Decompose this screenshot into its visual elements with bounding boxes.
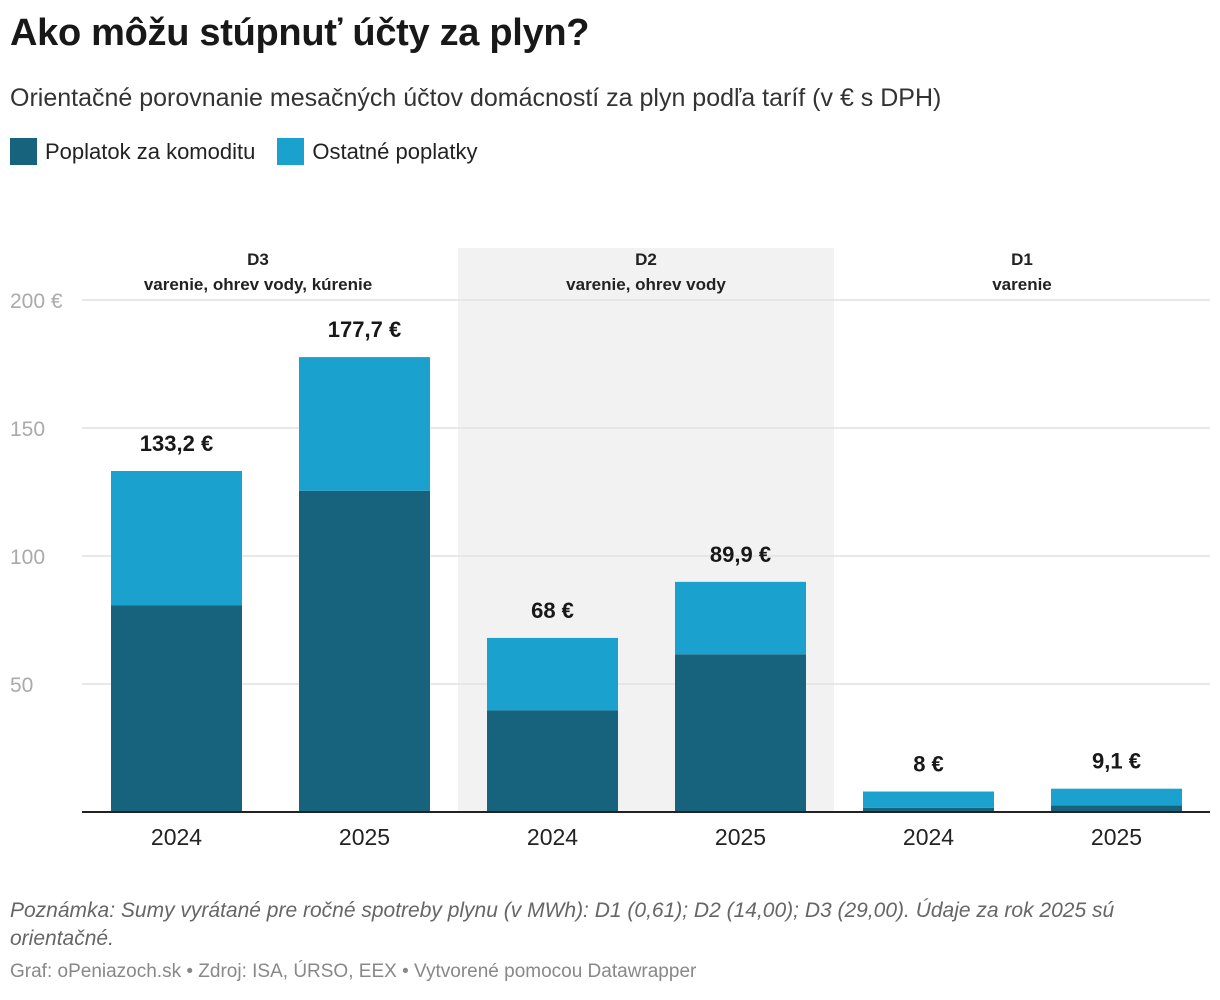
bar-other-fees-d1-2025 [1051, 788, 1182, 806]
x-tick-label-d2-2024: 2024 [527, 824, 578, 850]
x-tick-label-d1-2024: 2024 [903, 824, 954, 850]
legend: Poplatok za komoditu Ostatné poplatky [10, 138, 499, 165]
bar-commodity-d2-2024 [487, 710, 618, 812]
group-desc-d3: varenie, ohrev vody, kúrenie [144, 275, 372, 294]
group-label-d3: D3 [247, 250, 269, 269]
legend-item-other-fees: Ostatné poplatky [277, 138, 477, 165]
total-label-d2-2024: 68 € [531, 598, 574, 623]
y-tick-label: 50 [10, 674, 33, 697]
y-tick-label: 100 [10, 546, 45, 569]
group-desc-d1: varenie [992, 275, 1052, 294]
bar-commodity-d1-2025 [1051, 805, 1182, 812]
bar-commodity-d3-2025 [299, 490, 430, 812]
x-tick-label-d3-2024: 2024 [151, 824, 202, 850]
bar-other-fees-d2-2024 [487, 637, 618, 711]
total-label-d3-2024: 133,2 € [140, 431, 213, 456]
legend-label-other-fees: Ostatné poplatky [312, 138, 478, 164]
bar-other-fees-d2-2025 [675, 581, 806, 655]
group-label-d1: D1 [1011, 250, 1033, 269]
y-tick-label: 200 € [10, 290, 63, 313]
bar-other-fees-d3-2025 [299, 357, 430, 491]
total-label-d1-2024: 8 € [913, 752, 944, 777]
total-label-d1-2025: 9,1 € [1092, 749, 1141, 774]
stacked-bar-chart: 50 100 150 200 € D3 varenie, ohrev vody, kúre… [10, 248, 1210, 850]
chart-note: Poznámka: Sumy vyrátané pre ročné spotre… [10, 899, 1115, 950]
total-label-d2-2025: 89,9 € [710, 542, 771, 567]
bar-commodity-d2-2025 [675, 654, 806, 812]
bar-other-fees-d3-2024 [111, 471, 242, 606]
legend-item-commodity: Poplatok za komoditu [10, 138, 255, 165]
group-desc-d2: varenie, ohrev vody [566, 275, 726, 294]
x-tick-label-d1-2025: 2025 [1091, 824, 1142, 850]
legend-swatch-other-fees [277, 138, 305, 165]
y-tick-label: 150 [10, 418, 45, 441]
legend-swatch-commodity [10, 138, 37, 165]
legend-label-commodity: Poplatok za komoditu [45, 138, 256, 164]
chart-footer: Graf: oPeniazoch.sk • Zdroj: ISA, ÚRSO, … [10, 961, 697, 982]
chart-title: Ako môžu stúpnuť účty za plyn? [10, 12, 590, 54]
total-label-d3-2025: 177,7 € [328, 317, 401, 342]
x-tick-label-d2-2025: 2025 [715, 824, 766, 850]
group-label-d2: D2 [635, 250, 657, 269]
chart-subtitle: Orientačné porovnanie mesačných účtov do… [10, 84, 942, 112]
bar-commodity-d1-2024 [863, 807, 994, 812]
bar-other-fees-d1-2024 [863, 791, 994, 808]
x-tick-label-d3-2025: 2025 [339, 824, 390, 850]
bar-commodity-d3-2024 [111, 605, 242, 812]
